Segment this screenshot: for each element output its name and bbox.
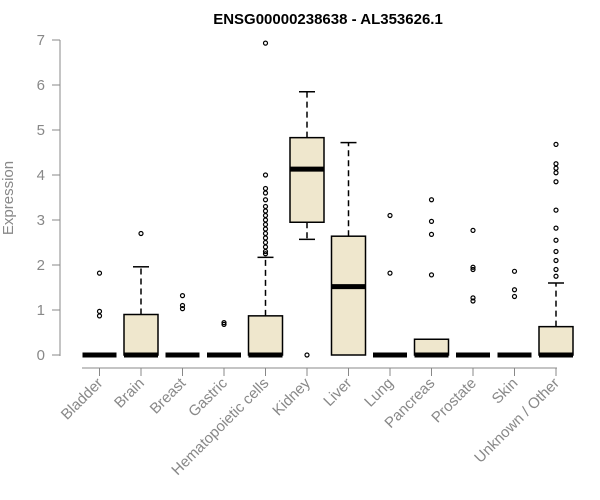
- y-tick-label: 4: [37, 167, 45, 184]
- outlier-point: [262, 239, 269, 246]
- outlier-point: [553, 170, 559, 176]
- outlier-point: [553, 248, 559, 255]
- x-tick-label: Breast: [147, 374, 190, 417]
- chart-title: ENSG00000238638 - AL353626.1: [213, 11, 443, 28]
- outlier-point: [553, 161, 559, 167]
- box-2: [165, 293, 200, 358]
- outlier-point: [262, 226, 269, 232]
- outlier-point: [262, 197, 269, 203]
- y-tick-label: 2: [37, 257, 45, 274]
- box-9: [456, 227, 490, 358]
- outlier-point: [262, 185, 269, 192]
- outlier-point: [262, 230, 269, 237]
- y-tick-label: 1: [37, 302, 45, 319]
- outlier-point: [553, 141, 559, 147]
- x-tick-label: Brain: [111, 375, 148, 412]
- outlier-point: [428, 197, 435, 203]
- outlier-point: [179, 302, 186, 309]
- box-6: [330, 141, 367, 356]
- outlier-point: [470, 295, 476, 301]
- outlier-point: [221, 321, 227, 327]
- outlier-point: [262, 244, 269, 250]
- outlier-point: [262, 235, 269, 241]
- outlier-point: [262, 40, 269, 46]
- box-7: [373, 212, 407, 358]
- outlier-point: [553, 207, 559, 213]
- outlier-point: [96, 308, 103, 314]
- outlier-point: [262, 251, 269, 257]
- outlier-point: [138, 230, 144, 237]
- y-tick-label: 3: [37, 212, 45, 229]
- outlier-point: [262, 208, 269, 214]
- box-1: [123, 230, 159, 358]
- y-tick-label: 5: [37, 122, 45, 139]
- box-iqr: [289, 136, 325, 223]
- box-iqr: [538, 325, 574, 356]
- outlier-point: [553, 273, 559, 279]
- outlier-point: [428, 272, 435, 278]
- outlier-point: [304, 352, 310, 358]
- box-5: [289, 91, 325, 358]
- outlier-point: [179, 293, 186, 299]
- x-tick-label: Prostate: [428, 375, 480, 427]
- outlier-point: [262, 203, 269, 210]
- outlier-point: [96, 313, 103, 319]
- outlier-point: [262, 217, 269, 223]
- outlier-point: [470, 227, 476, 233]
- outlier-point: [553, 179, 559, 185]
- box-3: [207, 320, 241, 358]
- y-tick-label: 6: [37, 77, 45, 94]
- outlier-point: [262, 212, 269, 219]
- outlier-point: [221, 320, 227, 326]
- outlier-point: [553, 237, 559, 243]
- box-iqr: [247, 315, 284, 356]
- outlier-point: [553, 257, 559, 264]
- outlier-point: [553, 165, 559, 171]
- outlier-point: [262, 221, 269, 228]
- outlier-point: [470, 298, 476, 304]
- outlier-point: [179, 306, 186, 312]
- box-10: [497, 268, 532, 358]
- x-tick-label: Lung: [361, 375, 397, 411]
- box-4: [247, 40, 284, 358]
- y-tick-label: 0: [37, 347, 45, 364]
- outlier-point: [553, 266, 559, 273]
- outlier-point: [428, 218, 435, 224]
- outlier-point: [470, 264, 476, 270]
- y-tick-label: 7: [37, 32, 45, 49]
- x-tick-label: Skin: [489, 375, 522, 408]
- box-iqr: [123, 313, 159, 356]
- outlier-point: [428, 231, 435, 237]
- x-tick-label: Kidney: [269, 374, 314, 419]
- outlier-point: [511, 287, 518, 293]
- x-tick-label: Liver: [320, 375, 355, 410]
- box-11: [538, 141, 574, 358]
- y-ticks: 0 1 2 3 4 5 6 7: [37, 32, 60, 364]
- box-0: [82, 270, 117, 358]
- outlier-point: [387, 270, 393, 276]
- outlier-point: [262, 248, 269, 255]
- outlier-point: [262, 190, 269, 196]
- outlier-point: [553, 225, 559, 231]
- outlier-point: [96, 270, 103, 276]
- outlier-point: [511, 268, 518, 274]
- outlier-point: [511, 293, 518, 300]
- outlier-point: [262, 172, 269, 178]
- y-axis-label: Expression: [0, 161, 17, 235]
- boxes-group: [82, 40, 574, 358]
- x-tick-label: Bladder: [58, 375, 107, 424]
- box-8: [413, 197, 450, 358]
- outlier-point: [470, 266, 476, 273]
- outlier-point: [387, 212, 393, 219]
- box-iqr: [330, 235, 367, 356]
